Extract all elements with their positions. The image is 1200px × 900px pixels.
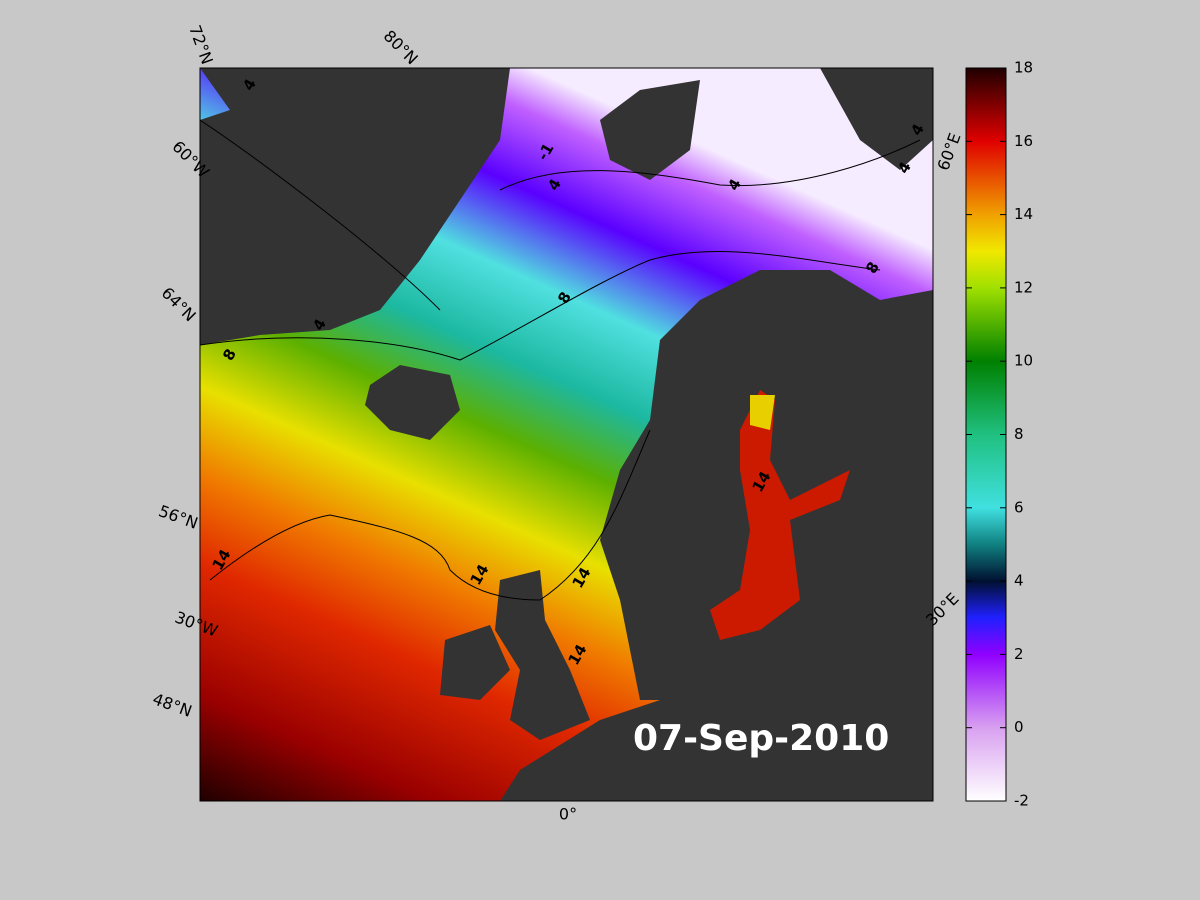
graticule-label: 48°N: [150, 689, 194, 721]
map: [200, 68, 933, 801]
graticule-label: 56°N: [156, 501, 200, 533]
contour-label: -1: [534, 140, 558, 163]
europe: [500, 700, 720, 801]
graticule-label: 64°N: [158, 283, 200, 325]
svalbard: [600, 80, 700, 180]
colorbar-tick-label: -2: [1014, 792, 1029, 810]
contour-line: [200, 119, 921, 311]
colorbar-tick-label: 14: [1014, 205, 1033, 223]
graticule-label: 60°E: [934, 130, 965, 173]
bothnian-bay: [750, 395, 775, 430]
graticule-label: 0°: [559, 805, 577, 824]
contour-line: [200, 250, 881, 361]
colorbar-tick-label: 4: [1014, 572, 1024, 590]
greenland: [200, 68, 510, 345]
colorbar-tick-label: 12: [1014, 278, 1033, 296]
iceland: [365, 365, 460, 440]
colorbar-tick-label: 6: [1014, 498, 1024, 516]
map-frame: [199, 67, 934, 802]
baltic-sea: [710, 390, 850, 640]
colorbar-tick-label: 2: [1014, 645, 1024, 663]
colorbar-tick-label: 0: [1014, 718, 1024, 736]
graticule-label: 80°N: [380, 26, 422, 68]
colorbar-tick-label: 8: [1014, 425, 1024, 443]
ireland: [440, 625, 510, 700]
colorbar-tick-label: 16: [1014, 132, 1033, 150]
graticule-label: 72°N: [185, 22, 217, 66]
colorbar-tick-label: 10: [1014, 352, 1033, 370]
date-label: 07-Sep-2010: [633, 718, 889, 759]
contour-line: [209, 429, 651, 601]
britain: [495, 570, 590, 740]
novaya-zemlya: [820, 68, 933, 170]
colorbar-tick-label: 18: [1014, 59, 1033, 77]
